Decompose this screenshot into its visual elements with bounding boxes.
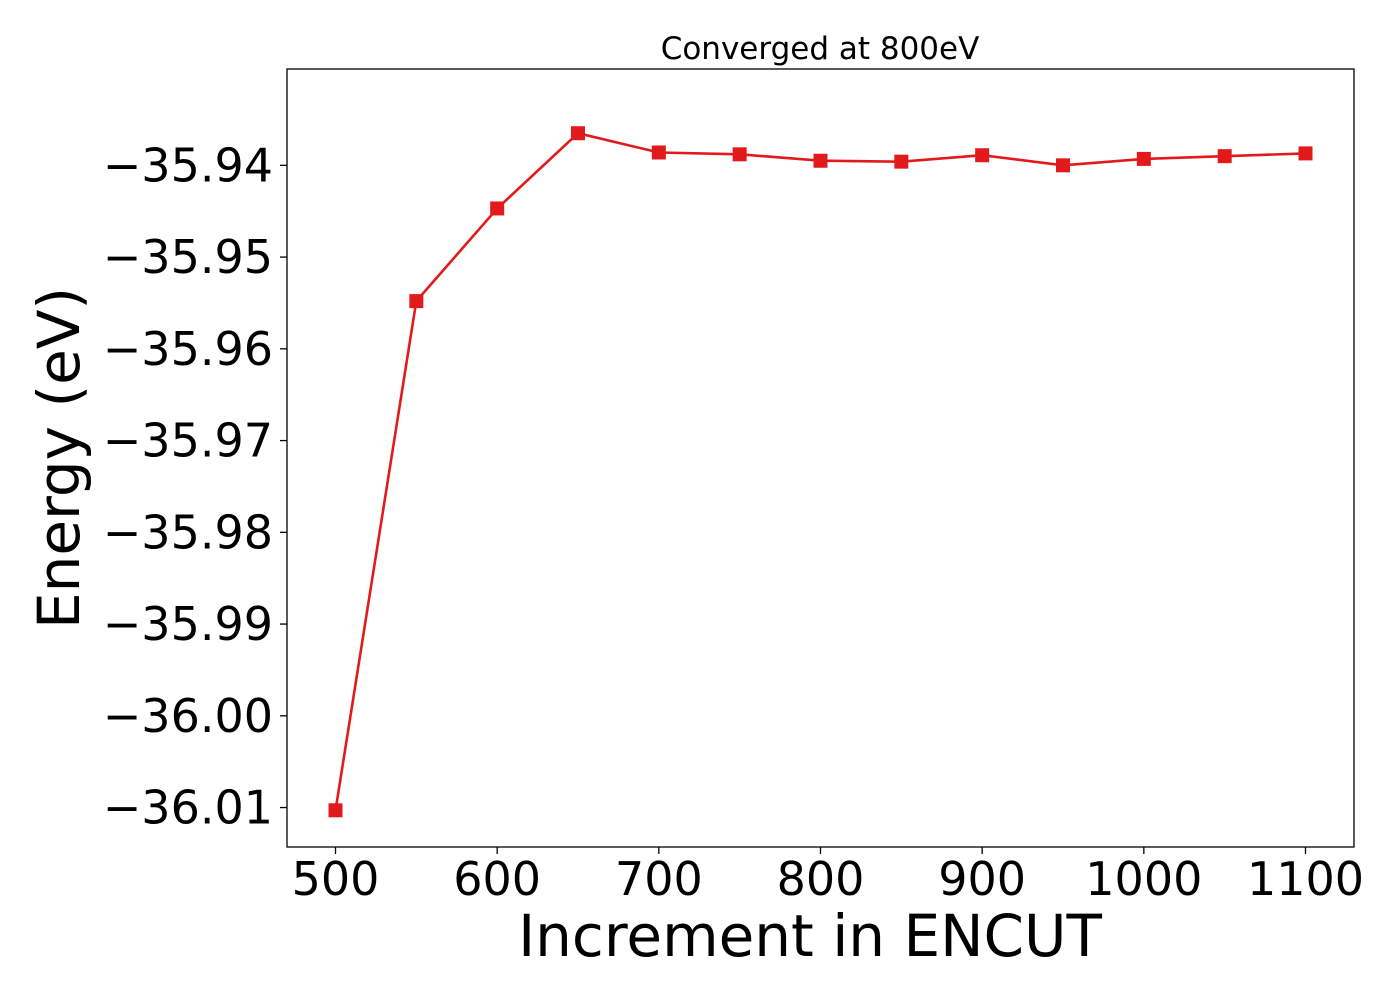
series-points — [328, 126, 1313, 818]
x-tick-label: 1000 — [1085, 852, 1202, 906]
y-axis-label: Energy (eV) — [25, 287, 93, 629]
x-tick-label: 1100 — [1247, 852, 1364, 906]
y-axis: −36.01 −36.00 −35.99 −35.98 −35.97 −35.96 −35.… — [103, 138, 287, 835]
y-tick-label: −36.00 — [103, 689, 273, 743]
data-point — [1056, 158, 1070, 173]
data-point — [490, 201, 505, 216]
chart-title: Converged at 800eV — [661, 31, 980, 67]
y-tick-label: −35.94 — [103, 138, 273, 192]
data-point — [651, 145, 666, 160]
y-tick-label: −36.01 — [103, 781, 273, 835]
series-line — [334, 131, 1306, 811]
y-tick-label: −35.99 — [103, 597, 273, 651]
x-tick-label: 700 — [615, 852, 703, 906]
data-point — [1298, 146, 1313, 161]
data-point — [1217, 149, 1232, 164]
data-point — [975, 148, 990, 163]
x-tick-label: 600 — [453, 852, 541, 906]
x-axis-label: Increment in ENCUT — [518, 902, 1102, 970]
y-tick-label: −35.97 — [103, 414, 273, 468]
data-point — [813, 153, 828, 168]
data-point — [1136, 151, 1151, 166]
data-point — [328, 803, 343, 818]
y-tick-label: −35.96 — [103, 322, 273, 376]
y-tick-label: −35.95 — [103, 230, 273, 284]
x-tick-label: 500 — [292, 852, 380, 906]
data-point — [409, 294, 424, 309]
y-tick-label: −35.98 — [103, 505, 273, 559]
data-point — [732, 147, 747, 162]
plot-area-frame — [286, 68, 1355, 848]
x-axis: 500 600 700 800 900 1000 1100 — [292, 847, 1364, 906]
x-tick-label: 800 — [777, 852, 865, 906]
data-point — [571, 126, 585, 141]
data-point — [894, 154, 909, 169]
x-tick-label: 900 — [938, 852, 1026, 906]
